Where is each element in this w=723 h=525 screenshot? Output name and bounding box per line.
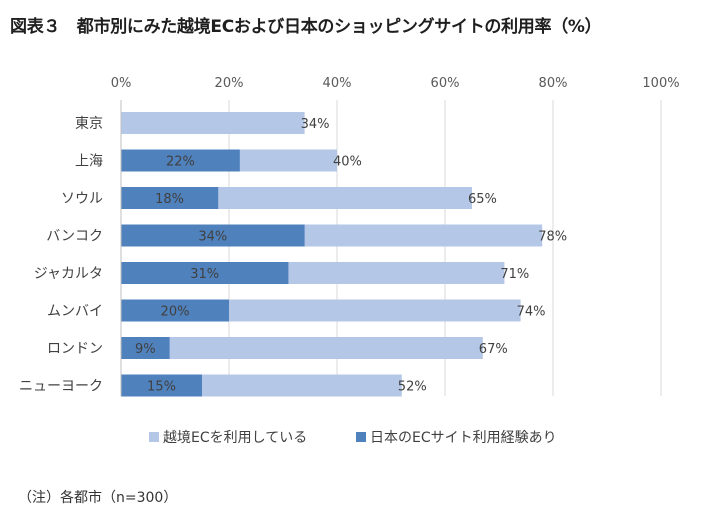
x-tick-label: 20% — [215, 76, 244, 91]
data-label-japan-ec: 31% — [190, 267, 219, 282]
x-tick-label: 80% — [539, 76, 568, 91]
category-label: ニューヨーク — [19, 379, 103, 395]
bar-japan-ec — [121, 224, 305, 247]
data-label-cross-border-ec: 40% — [333, 155, 362, 170]
data-label-cross-border-ec: 65% — [468, 192, 497, 207]
legend-swatch-cross-border-ec — [149, 432, 159, 442]
category-label: ジャカルタ — [34, 266, 103, 282]
category-label: ソウル — [61, 191, 103, 207]
chart-title: 図表３ 都市別にみた越境ECおよび日本のショッピングサイトの利用率（%） — [10, 17, 602, 37]
x-tick-label: 100% — [642, 76, 679, 91]
category-label: ムンバイ — [47, 304, 103, 320]
legend-swatch-japan-ec — [356, 432, 366, 442]
bar-chart: 0% 20% 40% 60% 80% 100% 東京 34% 上海 22% 40% ソウル 18% 65%… — [19, 76, 680, 446]
data-label-japan-ec: 22% — [166, 155, 195, 170]
data-label-japan-ec: 15% — [147, 380, 176, 395]
legend-label-japan-ec: 日本のECサイト利用経験あり — [370, 430, 557, 446]
data-label-japan-ec: 34% — [198, 230, 227, 245]
data-label-cross-border-ec: 34% — [301, 117, 330, 132]
data-label-cross-border-ec: 67% — [479, 342, 508, 357]
data-label-japan-ec: 9% — [135, 342, 156, 357]
bar-cross-border-ec — [121, 337, 483, 359]
bar-japan-ec — [121, 149, 240, 172]
category-label: バンコク — [46, 229, 103, 245]
data-label-cross-border-ec: 78% — [538, 230, 567, 245]
data-label-cross-border-ec: 71% — [500, 267, 529, 282]
legend-label-cross-border-ec: 越境ECを利用している — [163, 430, 307, 446]
bar-japan-ec — [121, 187, 219, 209]
x-tick-label: 40% — [323, 76, 352, 91]
bar-japan-ec — [121, 337, 170, 359]
category-label: ロンドン — [47, 341, 103, 357]
data-label-cross-border-ec: 74% — [517, 305, 546, 320]
x-tick-label: 0% — [111, 76, 132, 91]
chart-note: （注）各都市（n=300） — [18, 490, 178, 506]
data-label-japan-ec: 20% — [161, 305, 190, 320]
x-tick-label: 60% — [431, 76, 460, 91]
bar-japan-ec — [121, 262, 289, 284]
bar-japan-ec — [121, 299, 229, 322]
bar-cross-border-ec — [121, 112, 305, 134]
data-label-cross-border-ec: 52% — [398, 380, 427, 395]
bar-japan-ec — [121, 374, 202, 397]
category-label: 東京 — [75, 116, 103, 132]
category-label: 上海 — [75, 154, 103, 170]
data-label-japan-ec: 18% — [155, 192, 184, 207]
